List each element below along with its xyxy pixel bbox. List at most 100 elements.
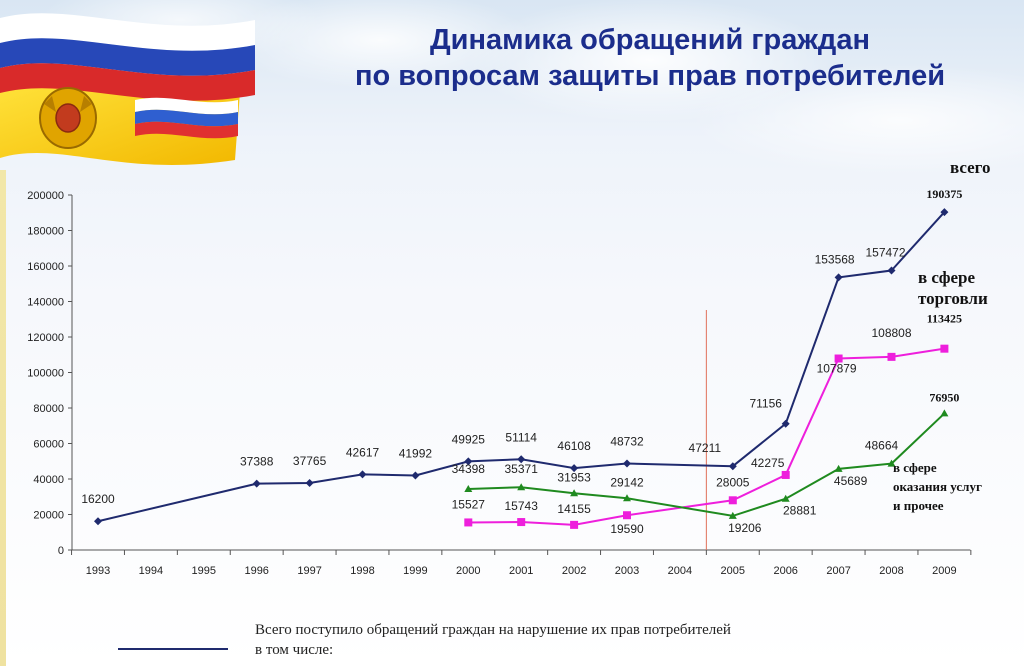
data-point-services [781,494,790,502]
data-label-total: 48732 [610,435,644,449]
y-tick-label: 60000 [33,439,64,451]
data-label-total: 37765 [293,454,327,468]
data-point-trade [464,518,473,527]
data-point-services [834,464,843,472]
data-label-services: 48664 [865,439,899,453]
data-label-total: 190375 [926,187,962,201]
legend-line-total [118,648,228,650]
x-tick-label: 2004 [668,565,692,577]
x-tick-label: 2005 [721,565,745,577]
x-tick-label: 1995 [192,565,216,577]
data-point-total [834,273,843,282]
data-label-services: 45689 [834,474,868,488]
data-point-services [517,483,526,491]
chart-axes: 0 20000 40000 60000 80000 100000 120000 140000 1… [27,190,972,577]
data-point-services [728,511,737,519]
data-point-trade [781,470,790,479]
data-point-total [887,266,896,275]
data-point-trade [728,496,737,505]
y-tick-label: 80000 [33,403,64,415]
x-tick-label: 2001 [509,565,533,577]
data-point-total [781,419,790,428]
data-label-trade: 15527 [452,497,486,511]
chart-title: Динамика обращений граждан по вопросам з… [300,22,1000,94]
x-tick-label: 1998 [350,565,374,577]
data-label-total: 71156 [749,397,782,411]
data-point-total [517,455,526,464]
x-tick-label: 2007 [826,565,850,577]
x-tick-label: 1997 [297,565,321,577]
data-point-trade [834,354,843,363]
data-label-trade: 28005 [716,475,750,489]
series-label-trade-line-2: торговли [918,289,988,308]
data-point-services [623,494,631,502]
data-label-total: 37388 [240,455,274,469]
data-point-total [252,479,261,488]
data-point-total [940,208,949,217]
x-tick-label: 2009 [932,565,956,577]
chart-series: 16200 37388 37765 42617 41992 49925 51114 46108… [81,187,962,536]
series-label-trade: в сфере торговли [918,267,988,309]
data-label-total: 157472 [865,245,905,259]
series-label-services-line-1: в сфере [893,460,937,475]
data-label-services: 19206 [728,521,762,535]
x-tick-label: 1996 [244,565,268,577]
title-line-1: Динамика обращений граждан [430,24,870,56]
series-label-trade-line-1: в сфере [918,268,976,287]
data-point-total [305,478,314,487]
data-label-services: 35371 [505,462,539,476]
data-label-services: 76950 [929,390,959,404]
data-label-services: 29142 [610,475,644,489]
y-tick-label: 100000 [27,368,64,380]
data-label-trade: 113425 [927,312,962,326]
data-label-total: 42617 [346,445,380,459]
x-tick-label: 1999 [403,565,427,577]
data-label-total: 51114 [505,430,537,444]
y-tick-label: 20000 [33,510,64,522]
y-tick-label: 0 [58,545,64,557]
x-tick-label: 2006 [773,565,797,577]
series-label-services: в сфере оказания услуг и прочее [893,458,982,515]
data-label-services: 28881 [783,504,817,518]
data-point-services [887,459,896,467]
series-line-total [97,211,946,523]
legend-line-2: в том числе: [255,642,334,658]
left-edge-strip [0,170,6,666]
legend-text: Всего поступило обращений граждан на нар… [255,620,955,660]
data-point-total [728,462,737,471]
x-tick-label: 2008 [879,565,903,577]
series-label-services-line-3: и прочее [893,498,944,513]
legend-line-1: Всего поступило обращений граждан на нар… [255,622,731,638]
data-label-total: 46108 [557,439,591,453]
y-tick-label: 140000 [27,297,64,309]
y-tick-label: 40000 [33,474,64,486]
data-label-total: 153568 [815,252,855,266]
data-point-total [94,517,102,526]
data-point-services [940,409,949,417]
data-point-total [358,470,367,479]
data-point-trade [623,511,631,520]
title-line-2: по вопросам защиты прав потребителей [354,60,946,92]
x-tick-label: 1994 [139,565,163,577]
data-label-total: 41992 [399,446,433,460]
data-point-trade [887,352,896,361]
data-point-total [464,457,473,466]
y-tick-label: 180000 [27,226,64,238]
russian-flag-emblem-icon [0,13,255,165]
data-label-total: 16200 [81,492,115,506]
series-label-total: всего [950,158,991,177]
x-tick-label: 1993 [86,565,110,577]
data-label-trade: 107879 [817,362,857,376]
data-point-trade [517,518,526,527]
y-tick-label: 160000 [27,261,64,273]
y-tick-label: 200000 [27,190,64,202]
data-point-services [570,489,579,497]
data-label-trade: 42275 [751,456,785,470]
data-label-trade: 15743 [505,499,539,513]
data-point-trade [570,520,579,529]
data-label-trade: 19590 [610,522,644,536]
data-label-services: 34398 [452,462,486,476]
y-tick-label: 120000 [27,332,64,344]
data-label-trade: 14155 [557,502,591,516]
